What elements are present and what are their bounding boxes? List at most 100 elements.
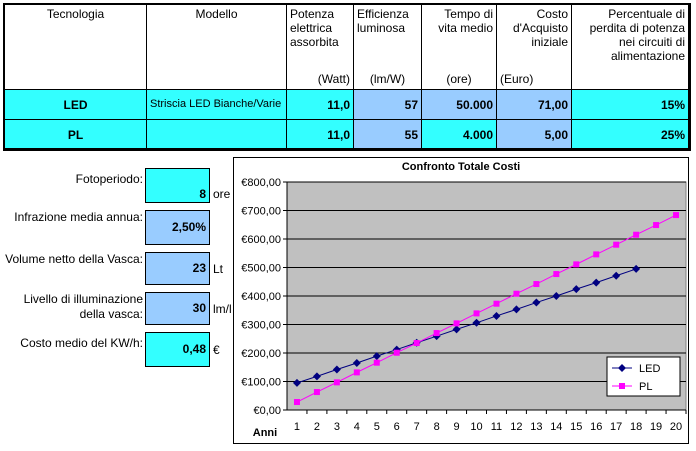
marker [613,241,620,248]
marker [552,292,561,300]
legend-box [606,356,681,397]
series-line [296,268,637,384]
y-tick-label: €200,00 [241,348,281,360]
header-unit: (Euro) [500,72,534,86]
param-value: 30 [145,292,210,325]
y-tick-label: €300,00 [241,320,281,332]
header-cell: Modello [147,5,287,90]
x-tick-label: 7 [414,421,420,433]
marker [333,379,340,386]
header-unit: (Watt) [317,72,350,86]
param-label: Infrazione media annua: [14,210,143,224]
marker [312,372,321,381]
x-tick-label: 20 [670,421,682,433]
table-cell: 57 [354,90,422,120]
legend-label: PL [639,381,652,393]
header-cell: Percentuale di perdita di potenza nei ci… [572,5,689,90]
x-tick-label: 9 [454,421,460,433]
marker [532,298,541,307]
marker [512,305,521,314]
x-tick-label: 11 [491,421,502,433]
y-tick-label: €700,00 [241,206,281,218]
marker [572,285,581,294]
x-tick-label: 17 [610,421,622,433]
marker [393,349,400,356]
marker [653,222,660,229]
y-tick-label: €800,00 [241,177,281,189]
marker [513,290,520,297]
marker [453,320,460,327]
marker [373,359,380,366]
x-tick-label: 1 [294,421,300,433]
x-tick-label: 5 [374,421,380,433]
legend-marker [619,383,625,389]
marker [352,358,361,367]
y-tick-label: €0,00 [253,405,281,417]
x-tick-label: 14 [550,421,562,433]
x-axis-label: Anni [253,427,277,439]
marker [433,330,440,337]
param-label: Livello di illuminazione della vasca: [23,292,143,321]
param-unit: lm/l [213,301,232,316]
x-tick-label: 10 [470,421,482,433]
header-cell: Efficienza luminosa (lm/W) [354,5,422,90]
cost-table: Tecnologia Modello Potenza elettrica assor… [3,3,691,151]
table-cell: 11,0 [287,120,354,149]
header-unit: (ore) [446,72,472,86]
table-cell: 55 [354,120,422,149]
param-label: Fotoperiodo: [75,172,143,186]
marker [413,340,420,347]
param-value: 8 [145,168,210,203]
x-tick-label: 12 [510,421,522,433]
header-label: Tempo di vita medio [438,7,493,35]
header-label: Tecnologia [46,7,105,21]
marker [472,318,481,327]
y-tick-label: €500,00 [241,263,281,275]
x-tick-label: 18 [630,421,642,433]
x-tick-label: 13 [530,421,542,433]
marker [313,389,320,396]
marker [353,369,360,376]
marker [492,311,501,320]
header-label: Modello [195,7,238,21]
x-tick-label: 4 [354,421,360,433]
table-cell: 25% [572,120,689,149]
marker [473,310,480,317]
marker [612,271,621,280]
marker [533,281,540,288]
table-cell: Striscia LED Bianche/Varie [147,90,287,120]
marker [372,352,381,361]
table-cell: 5,00 [497,120,572,149]
marker [392,345,401,354]
param-value: 0,48 [145,332,210,367]
marker [632,264,641,273]
chart-title: Confronto Totale Costi [402,161,520,173]
marker [593,251,600,258]
table-cell [147,120,287,149]
marker [292,378,301,387]
marker [452,325,461,334]
series-line [296,214,677,403]
header-label: Costo d'Acquisto iniziale [513,7,568,49]
table-cell: 15% [572,90,689,120]
x-tick-label: 8 [434,421,440,433]
header-label: Potenza elettrica assorbita [290,7,339,49]
x-tick-label: 2 [314,421,320,433]
table-cell: PL [5,120,147,149]
param-unit: Lt [213,261,224,276]
x-tick-label: 3 [334,421,340,433]
x-tick-label: 6 [394,421,400,433]
param-value: 23 [145,252,210,285]
header-cell: Tecnologia [5,5,147,90]
marker [592,278,601,287]
param-label: Costo medio del KW/h: [20,336,143,350]
chart: Confronto Totale Costi Anni €0,00 €100,00… [233,157,689,444]
header-cell: Tempo di vita medio (ore) [422,5,497,90]
table-cell: LED [5,90,147,120]
param-unit: € [213,342,220,357]
table-cell: 4.000 [422,120,497,149]
header-label: Efficienza luminosa [357,7,409,35]
y-tick-label: €100,00 [241,377,281,389]
x-tick-label: 15 [570,421,582,433]
x-tick-label: 16 [590,421,602,433]
